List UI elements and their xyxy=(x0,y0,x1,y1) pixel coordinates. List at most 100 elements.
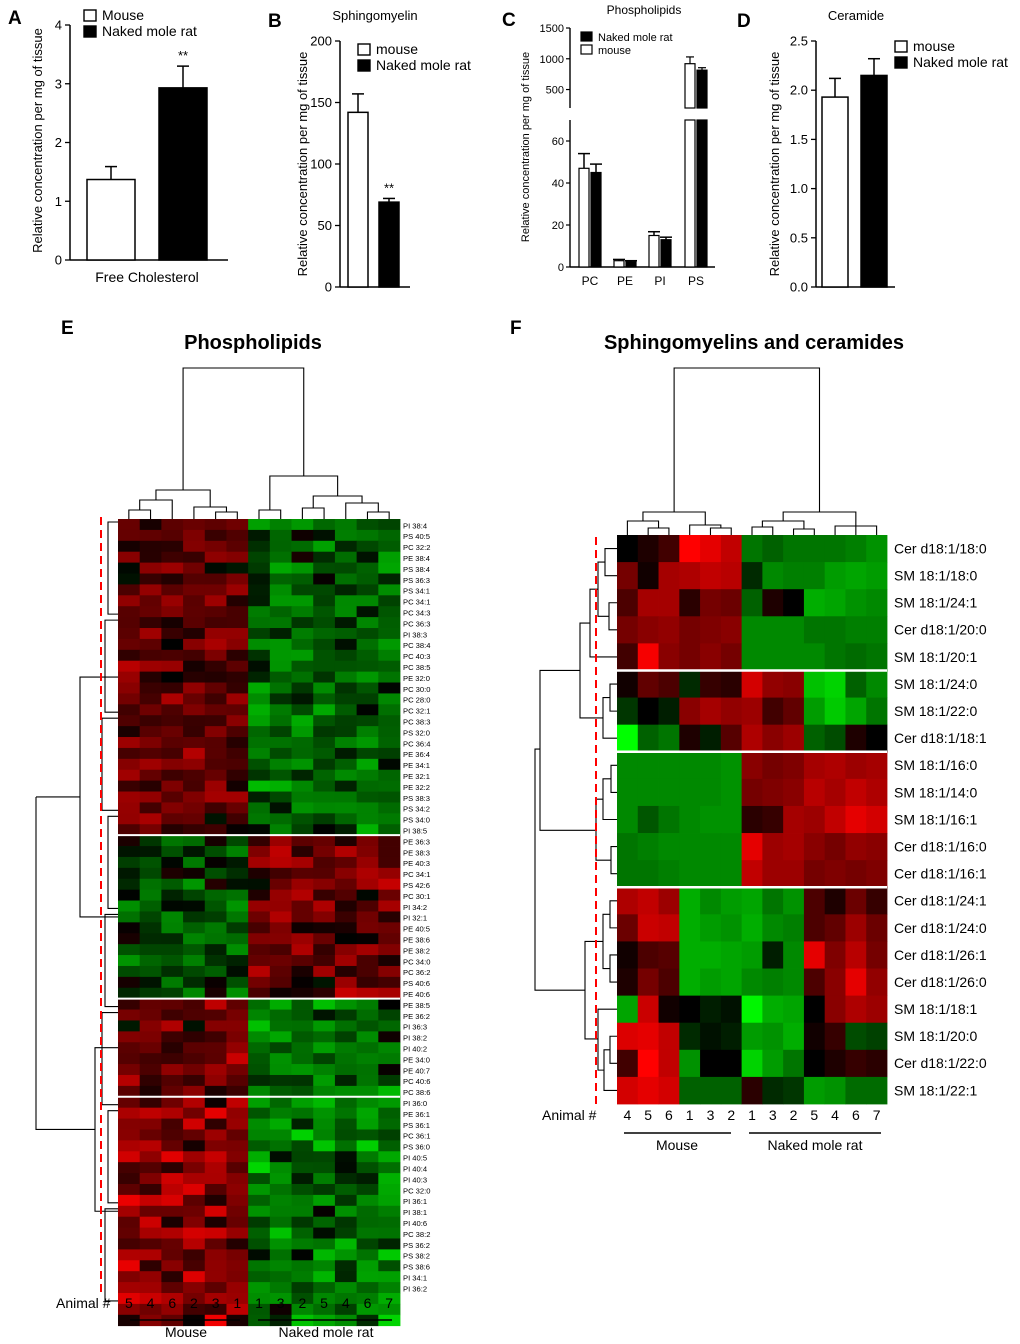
heatmap-cell xyxy=(378,1151,401,1163)
column-label: 1 xyxy=(748,1107,756,1123)
heatmap-cell xyxy=(269,965,292,978)
heatmap-cell xyxy=(269,911,292,923)
heatmap-cell xyxy=(139,573,162,585)
heatmap-cell xyxy=(161,1151,184,1163)
row-label: PC 36:4 xyxy=(403,739,430,748)
heatmap-cell xyxy=(183,628,206,640)
heatmap-cell xyxy=(161,1216,184,1228)
row-label: PE 32:1 xyxy=(403,772,430,781)
column-dendrogram xyxy=(258,509,282,519)
heatmap-cell xyxy=(378,780,401,792)
heatmap-cell xyxy=(291,791,314,803)
heatmap-cell xyxy=(118,606,141,618)
heatmap-cell xyxy=(720,1076,743,1105)
heatmap-cell xyxy=(248,1129,271,1141)
heatmap-cell xyxy=(248,1249,271,1261)
heatmap-cell xyxy=(378,867,401,880)
heatmap-cell xyxy=(161,595,184,607)
heatmap-cell xyxy=(762,616,784,644)
heatmap-cell xyxy=(269,584,292,596)
heatmap-cell xyxy=(356,889,379,901)
heatmap-cell xyxy=(334,824,358,836)
heatmap-cell xyxy=(118,1118,141,1130)
heatmap-cell xyxy=(248,726,271,738)
heatmap-cell xyxy=(183,1249,206,1261)
heatmap-cell xyxy=(291,1216,314,1228)
heatmap-cell xyxy=(226,1096,249,1109)
heatmap-cell xyxy=(313,1031,336,1043)
heatmap-cell xyxy=(139,900,162,912)
heatmap-cell xyxy=(204,1129,227,1141)
heatmap-cell xyxy=(334,726,358,738)
heatmap-cell xyxy=(378,671,401,683)
heatmap-cell xyxy=(313,715,336,727)
heatmap-cell xyxy=(204,1151,227,1163)
heatmap-cell xyxy=(226,900,249,912)
heatmap-cell xyxy=(783,697,805,726)
heatmap-cell xyxy=(248,1260,271,1272)
row-label: PE 36:4 xyxy=(403,750,430,759)
heatmap-cell xyxy=(291,856,314,869)
heatmap-cell xyxy=(291,1009,314,1021)
heatmap-cell xyxy=(617,995,639,1024)
heatmap-cell xyxy=(269,649,292,662)
heatmap-cell xyxy=(183,1216,206,1228)
row-label: PI 36:2 xyxy=(403,1284,427,1293)
column-label: 3 xyxy=(212,1295,220,1311)
heatmap-cell xyxy=(269,813,292,825)
row-label: PC 34:1 xyxy=(403,870,430,879)
row-dendrogram xyxy=(539,669,596,831)
column-dendrogram xyxy=(94,1047,118,1212)
heatmap-cell xyxy=(204,965,227,978)
heatmap-cell xyxy=(269,628,292,640)
row-label: SM 18:1/22:1 xyxy=(894,1082,977,1098)
heatmap-cell xyxy=(313,726,336,738)
heatmap-cell xyxy=(204,911,227,923)
heatmap-cell xyxy=(269,529,292,542)
heatmap-cell xyxy=(161,955,184,967)
heatmap-cell xyxy=(183,638,206,651)
heatmap-cell xyxy=(161,867,184,880)
heatmap-cell xyxy=(226,1173,249,1185)
row-label: Cer d18:1/26:0 xyxy=(894,974,987,990)
heatmap-cell xyxy=(269,519,292,531)
heatmap-cell xyxy=(658,941,680,969)
heatmap-cell xyxy=(226,1118,249,1130)
row-label: PS 36:0 xyxy=(403,1143,430,1152)
heatmap-cell xyxy=(658,616,680,644)
heatmap-cell xyxy=(183,998,206,1010)
column-dendrogram xyxy=(751,526,774,535)
heatmap-cell xyxy=(118,584,141,596)
heatmap-cell xyxy=(248,671,271,683)
heatmap-cell xyxy=(658,833,680,861)
panel-letter: B xyxy=(268,11,282,32)
heatmap-cell xyxy=(741,616,763,644)
y-tick-label: 500 xyxy=(546,85,564,97)
heatmap-cell xyxy=(378,595,401,607)
heatmap-cell xyxy=(183,693,206,705)
heatmap-cell xyxy=(118,944,141,956)
heatmap-cell xyxy=(269,671,292,683)
heatmap-cell xyxy=(291,1183,314,1196)
heatmap-cell xyxy=(161,780,184,792)
heatmap-cell xyxy=(741,995,763,1024)
heatmap-cell xyxy=(334,1183,358,1196)
heatmap-cell xyxy=(183,747,206,760)
row-label: SM 18:1/20:0 xyxy=(894,1028,977,1044)
heatmap-cell xyxy=(269,1064,292,1076)
heatmap-cell xyxy=(617,914,639,942)
column-dendrogram xyxy=(101,1012,118,1106)
y-tick-label: 0.5 xyxy=(790,230,808,245)
heatmap-cell xyxy=(183,802,206,814)
heatmap-cell xyxy=(161,1042,184,1054)
heatmap-cell xyxy=(183,1303,206,1316)
heatmap-cell xyxy=(118,987,141,1000)
heatmap-cell xyxy=(204,726,227,738)
heatmap-cell xyxy=(356,1205,379,1218)
heatmap-cell xyxy=(378,1096,401,1109)
y-axis-label: Relative concentration per mg of tissue xyxy=(30,28,45,253)
heatmap-cell xyxy=(204,1053,227,1065)
heatmap-cell xyxy=(183,595,206,607)
heatmap-cell xyxy=(679,887,701,915)
heatmap-cell xyxy=(803,805,826,834)
